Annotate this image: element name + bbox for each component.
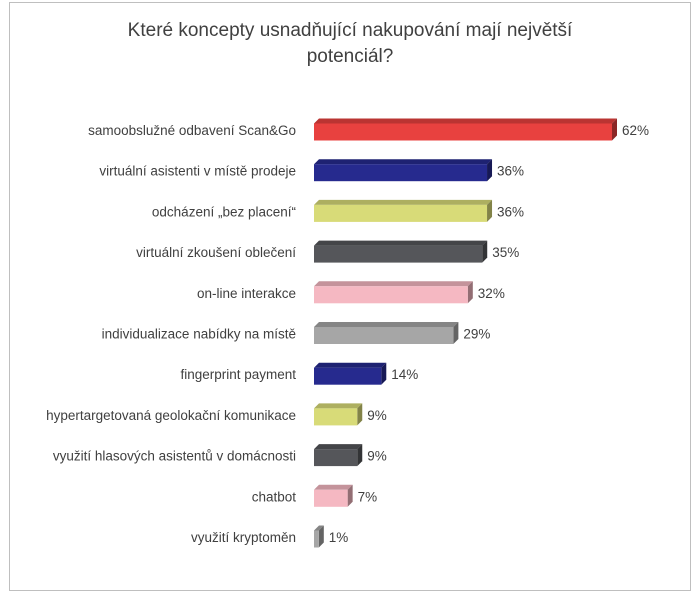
- category-label: samoobslužné odbavení Scan&Go: [88, 123, 296, 138]
- bar: [314, 408, 358, 426]
- chart-title-line-1: Které koncepty usnadňující nakupování ma…: [127, 20, 573, 41]
- bar-top: [314, 403, 363, 409]
- data-label: 29%: [463, 327, 490, 342]
- chart-title-line-2: potenciál?: [306, 46, 394, 67]
- bar-side: [357, 403, 363, 426]
- bar: [314, 245, 483, 263]
- bar-top: [314, 199, 493, 205]
- data-label: 35%: [492, 245, 519, 260]
- bar-top: [314, 118, 617, 124]
- bar-top: [314, 240, 488, 246]
- category-label: hypertargetovaná geolokační komunikace: [46, 408, 296, 423]
- bar-side: [357, 444, 363, 467]
- category-label: chatbot: [252, 489, 297, 504]
- chart-title: Které koncepty usnadňující nakupování ma…: [0, 18, 700, 70]
- bar: [314, 489, 348, 507]
- data-label: 9%: [367, 408, 387, 423]
- bar: [314, 449, 358, 467]
- bar-top: [314, 362, 387, 368]
- bar: [314, 367, 382, 385]
- category-label: využití kryptoměn: [191, 530, 296, 545]
- category-label: individualizace nabídky na místě: [102, 327, 296, 342]
- data-label: 32%: [478, 286, 505, 301]
- data-label: 1%: [329, 530, 349, 545]
- category-label: on-line interakce: [197, 286, 296, 301]
- data-label: 9%: [367, 449, 387, 464]
- bar-side: [347, 484, 353, 507]
- bar-side: [487, 159, 493, 182]
- bar-top: [314, 159, 493, 165]
- data-label: 36%: [497, 204, 524, 219]
- bar-side: [453, 322, 459, 344]
- data-label: 62%: [622, 123, 649, 138]
- data-label: 7%: [358, 489, 378, 504]
- bar-top: [314, 281, 473, 287]
- bar-side: [482, 240, 488, 263]
- bar-side: [318, 525, 324, 548]
- category-label: virtuální zkoušení oblečení: [136, 245, 296, 260]
- bar: [314, 164, 488, 182]
- category-label: virtuální asistenti v místě prodeje: [99, 164, 296, 179]
- bar-side: [487, 199, 493, 222]
- bar: [314, 123, 612, 141]
- bar-top: [314, 322, 459, 327]
- bar-top: [314, 525, 324, 531]
- bar-side: [381, 362, 387, 385]
- category-label: fingerprint payment: [180, 367, 296, 382]
- category-label: odcházení „bez placení“: [152, 204, 296, 219]
- category-label: využití hlasových asistentů v domácnosti: [53, 449, 296, 464]
- data-label: 36%: [497, 164, 524, 179]
- bar: [314, 530, 319, 548]
- data-label: 14%: [391, 367, 418, 382]
- bar: [314, 286, 468, 304]
- bar-top: [314, 484, 353, 490]
- bar-side: [467, 281, 473, 304]
- bar: [314, 327, 454, 344]
- bar-side: [612, 118, 617, 141]
- bar: [314, 204, 488, 222]
- bar-top: [314, 444, 363, 450]
